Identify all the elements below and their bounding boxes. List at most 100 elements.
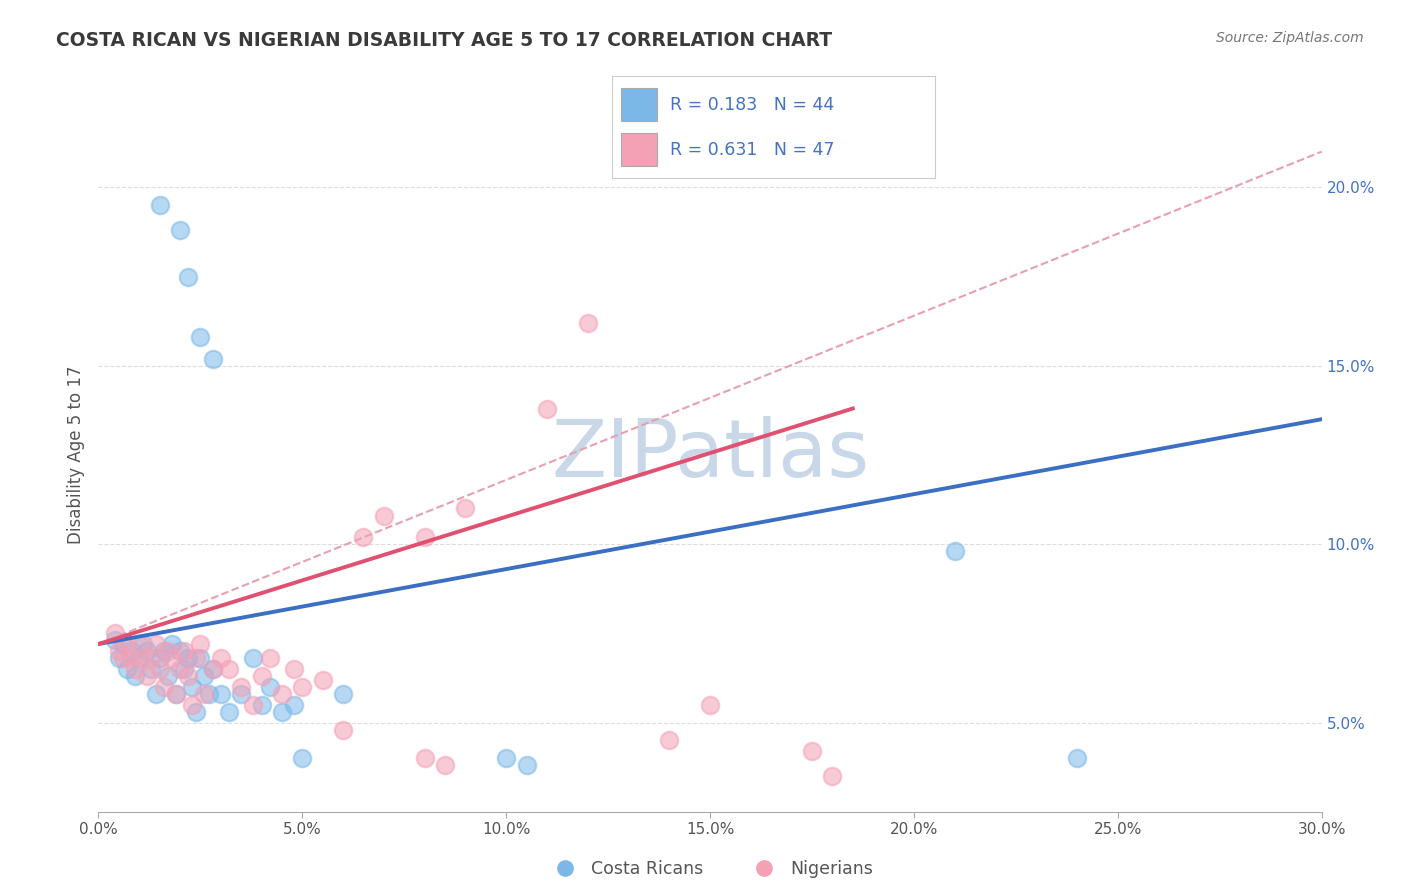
- Point: [259, 680, 281, 694]
- Point: [181, 680, 204, 694]
- Point: [201, 351, 224, 366]
- Point: [120, 651, 142, 665]
- Point: [516, 758, 538, 772]
- Point: [201, 662, 224, 676]
- Text: COSTA RICAN VS NIGERIAN DISABILITY AGE 5 TO 17 CORRELATION CHART: COSTA RICAN VS NIGERIAN DISABILITY AGE 5…: [56, 31, 832, 50]
- Point: [181, 698, 204, 712]
- Point: [136, 644, 159, 658]
- Point: [132, 637, 155, 651]
- Point: [259, 651, 281, 665]
- Point: [699, 698, 721, 712]
- Point: [111, 637, 134, 651]
- Point: [128, 651, 150, 665]
- Point: [128, 637, 150, 651]
- Point: [250, 698, 273, 712]
- Point: [152, 644, 174, 658]
- Point: [120, 644, 142, 658]
- Point: [152, 680, 174, 694]
- Point: [231, 687, 253, 701]
- Point: [283, 698, 305, 712]
- Point: [165, 687, 187, 701]
- Point: [115, 637, 138, 651]
- Point: [197, 687, 219, 701]
- Text: R = 0.631   N = 47: R = 0.631 N = 47: [669, 141, 834, 159]
- Point: [943, 544, 966, 558]
- Point: [352, 530, 374, 544]
- Point: [108, 644, 131, 658]
- Point: [169, 662, 191, 676]
- Bar: [621, 133, 657, 166]
- Point: [373, 508, 395, 523]
- Point: [242, 651, 264, 665]
- Point: [104, 633, 127, 648]
- Point: [165, 687, 187, 701]
- Point: [291, 680, 314, 694]
- Point: [173, 662, 195, 676]
- Point: [160, 637, 183, 651]
- Point: [218, 662, 240, 676]
- Point: [111, 651, 134, 665]
- Point: [177, 669, 200, 683]
- Point: [115, 662, 138, 676]
- Point: [270, 705, 294, 719]
- Point: [177, 269, 200, 284]
- Point: [188, 330, 212, 344]
- Point: [231, 680, 253, 694]
- Point: [821, 769, 844, 783]
- Point: [149, 662, 172, 676]
- Point: [332, 687, 354, 701]
- Point: [160, 651, 183, 665]
- Point: [1066, 751, 1088, 765]
- Point: [169, 644, 191, 658]
- Point: [270, 687, 294, 701]
- Point: [141, 662, 163, 676]
- Point: [576, 316, 599, 330]
- Point: [413, 530, 436, 544]
- Point: [149, 651, 172, 665]
- Text: Source: ZipAtlas.com: Source: ZipAtlas.com: [1216, 31, 1364, 45]
- Point: [177, 651, 200, 665]
- Point: [145, 687, 167, 701]
- Point: [186, 705, 208, 719]
- Point: [156, 644, 179, 658]
- Point: [193, 687, 215, 701]
- Point: [312, 673, 335, 687]
- Point: [242, 698, 264, 712]
- Point: [124, 662, 146, 676]
- Point: [658, 733, 681, 747]
- Point: [209, 687, 232, 701]
- Point: [136, 669, 159, 683]
- Point: [250, 669, 273, 683]
- Bar: [621, 88, 657, 121]
- Point: [108, 651, 131, 665]
- Point: [193, 669, 215, 683]
- Point: [188, 651, 212, 665]
- Point: [149, 198, 172, 212]
- Point: [801, 744, 824, 758]
- Point: [186, 651, 208, 665]
- Point: [201, 662, 224, 676]
- Point: [124, 669, 146, 683]
- Point: [132, 651, 155, 665]
- Point: [169, 223, 191, 237]
- Point: [209, 651, 232, 665]
- Point: [454, 501, 477, 516]
- Point: [141, 651, 163, 665]
- Point: [283, 662, 305, 676]
- Point: [218, 705, 240, 719]
- Point: [104, 626, 127, 640]
- Point: [188, 637, 212, 651]
- Point: [156, 669, 179, 683]
- Text: R = 0.183   N = 44: R = 0.183 N = 44: [669, 95, 834, 113]
- Point: [434, 758, 457, 772]
- Point: [332, 723, 354, 737]
- Point: [173, 644, 195, 658]
- Legend: Costa Ricans, Nigerians: Costa Ricans, Nigerians: [540, 854, 880, 885]
- Text: ZIPatlas: ZIPatlas: [551, 416, 869, 494]
- Point: [145, 637, 167, 651]
- Point: [536, 401, 558, 416]
- Point: [495, 751, 517, 765]
- Y-axis label: Disability Age 5 to 17: Disability Age 5 to 17: [66, 366, 84, 544]
- Point: [291, 751, 314, 765]
- Point: [413, 751, 436, 765]
